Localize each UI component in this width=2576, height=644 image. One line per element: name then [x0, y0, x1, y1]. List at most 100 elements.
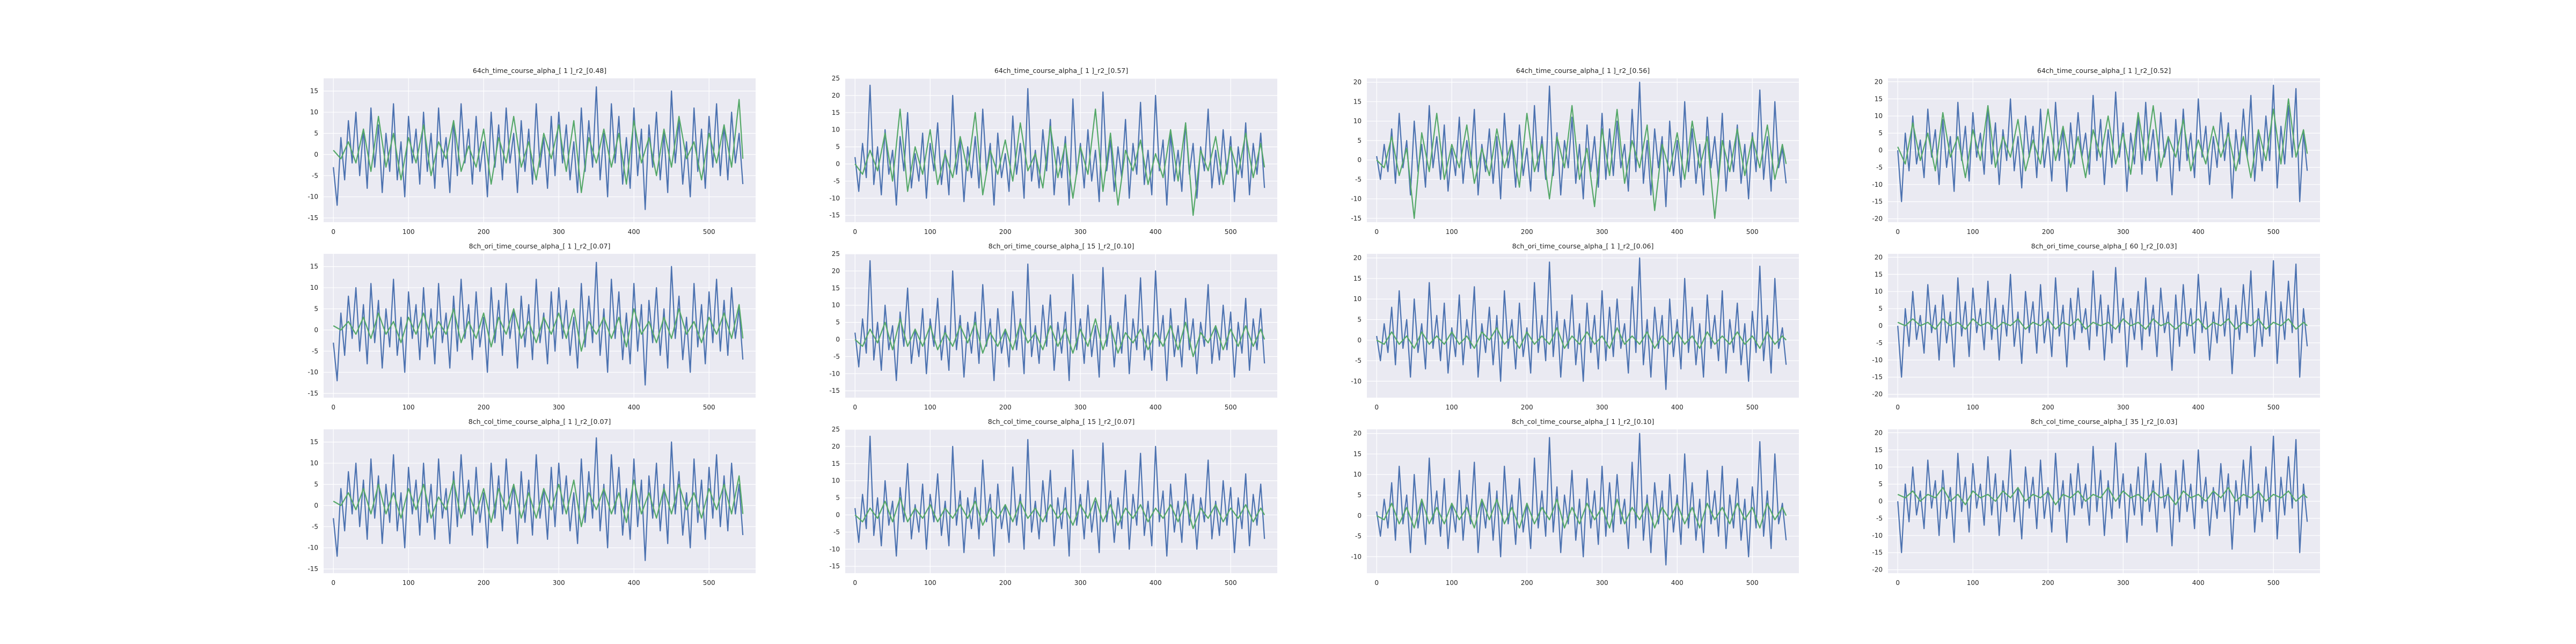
y-tick-label: -10	[308, 193, 318, 201]
y-tick-label: 10	[310, 459, 318, 467]
y-tick-label: -5	[312, 347, 318, 355]
subplot-title: 8ch_ori_time_course_alpha_[ 60 ]_r2_[0.0…	[2031, 242, 2177, 250]
y-tick-label: -15	[1872, 374, 1883, 381]
x-tick-label: 500	[703, 579, 715, 587]
subplot-10: 0 100 200 300 400 500 -15 -10 -5 0 5 10 15 20 25 8ch_co…	[829, 418, 1277, 587]
y-tick-label: 10	[310, 284, 318, 291]
x-tick-label: 500	[703, 404, 715, 411]
subplot-8: 0 100 200 300 400 500 -20 -15 -10 -5 0 5 10 15 20 8ch_o…	[1872, 242, 2320, 411]
x-tick-label: 200	[1521, 579, 1533, 587]
y-tick-label: 5	[314, 480, 318, 488]
y-tick-label: -5	[833, 528, 840, 536]
x-tick-label: 0	[1374, 579, 1379, 587]
x-tick-label: 500	[1746, 228, 1759, 236]
y-tick-label: 0	[836, 160, 840, 168]
y-tick-label: 0	[1878, 147, 1883, 154]
x-tick-label: 400	[2192, 228, 2205, 236]
y-tick-label: 10	[310, 108, 318, 116]
y-tick-label: -15	[308, 565, 318, 573]
y-tick-label: -5	[312, 523, 318, 530]
subplot-2: 0 100 200 300 400 500 -15 -10 -5 0 5 10 15 20 25 64ch_t…	[829, 67, 1277, 236]
y-tick-label: 5	[836, 494, 840, 502]
x-tick-label: 300	[1596, 579, 1608, 587]
x-tick-label: 200	[999, 579, 1012, 587]
x-tick-label: 300	[2117, 579, 2129, 587]
x-tick-label: 400	[1671, 404, 1684, 411]
series-line-green	[333, 99, 744, 193]
x-tick-label: 200	[1521, 404, 1533, 411]
x-tick-label: 400	[1671, 579, 1684, 587]
y-tick-label: -20	[1872, 215, 1883, 223]
x-tick-label: 0	[853, 228, 857, 236]
y-tick-label: 5	[1357, 316, 1362, 324]
y-tick-label: 5	[836, 143, 840, 151]
y-tick-label: -15	[829, 387, 840, 394]
series-line-green	[854, 108, 1265, 216]
subplot-title: 8ch_ori_time_course_alpha_[ 15 ]_r2_[0.1…	[989, 242, 1135, 250]
y-tick-label: 20	[1353, 430, 1362, 437]
x-tick-label: 400	[628, 228, 640, 236]
x-tick-label: 200	[999, 404, 1012, 411]
x-tick-label: 200	[1521, 228, 1533, 236]
y-tick-label: 10	[832, 477, 840, 485]
y-tick-label: -15	[1351, 215, 1362, 222]
subplot-1: 0 100 200 300 400 500 -15 -10 -5 0 5 10 15 64ch_time_…	[308, 67, 756, 236]
y-tick-label: -5	[1876, 164, 1883, 171]
x-tick-label: 400	[2192, 404, 2205, 411]
x-tick-label: 200	[478, 404, 490, 411]
x-tick-label: 200	[2042, 228, 2054, 236]
x-tick-label: 500	[2267, 579, 2280, 587]
x-tick-label: 200	[999, 228, 1012, 236]
x-tick-label: 0	[1896, 404, 1900, 411]
y-tick-label: 20	[1353, 254, 1362, 262]
x-tick-label: 100	[1446, 228, 1458, 236]
subplot-title: 8ch_ori_time_course_alpha_[ 1 ]_r2_[0.06…	[1512, 242, 1654, 250]
y-tick-label: -10	[1351, 195, 1362, 203]
y-tick-label: -10	[829, 545, 840, 553]
subplot-title: 8ch_col_time_course_alpha_[ 35 ]_r2_[0.0…	[2031, 418, 2177, 426]
y-tick-label: -10	[1872, 181, 1883, 188]
y-tick-label: 5	[314, 305, 318, 312]
x-tick-label: 200	[2042, 579, 2054, 587]
y-tick-label: -5	[1876, 339, 1883, 347]
subplot-title: 8ch_col_time_course_alpha_[ 1 ]_r2_[0.10…	[1512, 418, 1655, 426]
x-tick-label: 100	[924, 579, 936, 587]
subplot-title: 8ch_ori_time_course_alpha_[ 1 ]_r2_[0.07…	[469, 242, 611, 250]
y-tick-label: 5	[1878, 129, 1883, 137]
subplot-title: 64ch_time_course_alpha_[ 1 ]_r2_[0.56]	[1516, 67, 1650, 75]
series-line-green	[1897, 487, 2308, 506]
y-tick-label: 15	[1353, 275, 1362, 282]
x-tick-label: 0	[331, 404, 335, 411]
x-tick-label: 500	[2267, 228, 2280, 236]
y-tick-label: 15	[832, 109, 840, 116]
x-tick-label: 100	[924, 228, 936, 236]
y-tick-label: 10	[1875, 288, 1883, 295]
x-tick-label: 300	[553, 579, 565, 587]
y-tick-label: 15	[832, 460, 840, 467]
x-tick-label: 100	[402, 228, 415, 236]
x-tick-label: 100	[1967, 228, 1979, 236]
y-tick-label: -5	[833, 177, 840, 185]
subplot-12: 0 100 200 300 400 500 -20 -15 -10 -5 0 5 10 15 20 8ch_c…	[1872, 418, 2320, 587]
y-tick-label: 5	[1878, 305, 1883, 312]
series-line-blue	[1376, 433, 1787, 566]
subplot-title: 64ch_time_course_alpha_[ 1 ]_r2_[0.48]	[473, 67, 606, 75]
x-tick-label: 0	[853, 404, 857, 411]
y-tick-label: 5	[836, 319, 840, 326]
x-tick-label: 100	[1967, 579, 1979, 587]
x-tick-label: 400	[1150, 579, 1162, 587]
y-tick-label: 15	[310, 87, 318, 95]
x-tick-label: 100	[1446, 404, 1458, 411]
y-tick-label: 15	[832, 284, 840, 292]
y-tick-label: 15	[310, 263, 318, 270]
y-tick-label: -10	[829, 194, 840, 202]
subplot-7: 0 100 200 300 400 500 -10 -5 0 5 10 15 20 8ch_ori_tim…	[1351, 242, 1799, 411]
y-tick-label: -10	[1872, 532, 1883, 539]
y-tick-label: 10	[1875, 112, 1883, 120]
subplot-9: 0 100 200 300 400 500 -15 -10 -5 0 5 10 15 8ch_col_ti…	[308, 418, 756, 587]
y-tick-label: 25	[832, 75, 840, 82]
x-tick-label: 0	[331, 228, 335, 236]
x-tick-label: 0	[853, 579, 857, 587]
x-tick-label: 300	[1596, 404, 1608, 411]
y-tick-label: -10	[308, 544, 318, 552]
